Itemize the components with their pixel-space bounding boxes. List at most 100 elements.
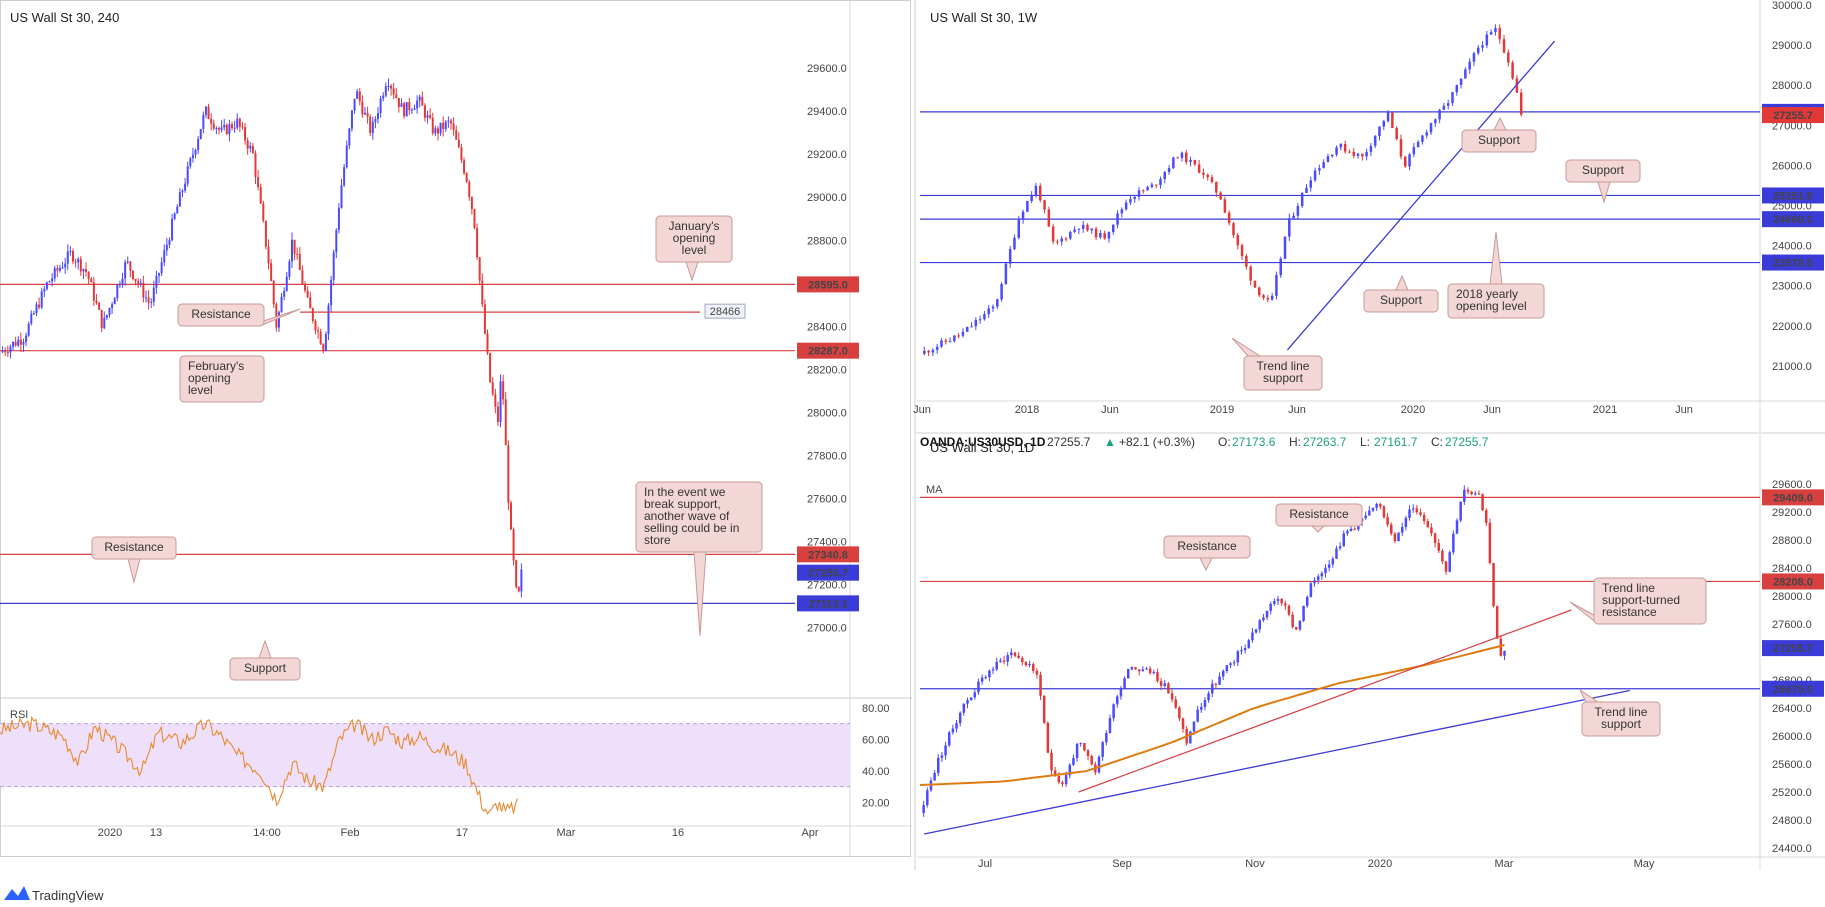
c3-annotation-trendline-resistance-text: support-turned [1602,593,1680,607]
c1-annotation-support-pointer [258,639,272,659]
c1-candle-body [455,129,458,140]
c1-candle-body [512,529,515,561]
c3-candle-body [1437,542,1440,551]
c1-annotation-support: Support [229,639,301,681]
c3-candle-body [1053,770,1057,777]
c3-candle-body [1178,707,1181,719]
c3-candle-body [1327,564,1331,568]
rsi-tick: 60.00 [862,734,890,746]
c3-annotation-resistance-2-box [1163,535,1251,559]
c3-candle-body [1101,742,1104,757]
c3-candle-body [1010,652,1013,656]
c1-candle-body [251,145,254,154]
c3-price-tag [1762,640,1824,657]
c3-candle-body [1116,696,1119,705]
c2-ytick: 21000.0 [1772,361,1812,373]
c3-candle-body [955,723,958,729]
c3-candle-body [1452,533,1455,553]
c3-candle-body [1021,657,1024,663]
c1-ytick: 28400.0 [807,321,847,333]
c1-candle-body [92,282,95,301]
c1-candle-body [108,307,111,316]
c3-candle-body [1368,510,1371,516]
c2-candle-body [1270,295,1274,300]
c2-candle-body [1446,103,1450,106]
c3-candle-body [1042,695,1046,723]
c1-candle-body [27,323,30,336]
c2-candle-body [1348,151,1351,153]
c1-ytick: 27800.0 [807,451,847,463]
c3-candle-body [1346,531,1349,534]
c2-candle-body [1455,85,1459,93]
c1-candle-body [126,261,129,263]
c3-candle-body [1404,517,1408,528]
c2-candle-body [1103,233,1106,239]
c3-annotation-trendline-support-text: support [1601,717,1642,731]
c3-candle-body [1375,503,1378,508]
c3-candle-body [1309,583,1313,598]
c2-candle-body [1081,224,1085,229]
c2-candle-body [1142,190,1145,192]
c3-candle-body [1097,756,1101,773]
c1-candle-body [363,112,366,115]
c3-candle-body [1159,681,1163,686]
c2-annotation-2018-opening-pointer [1489,231,1503,285]
c1-candle-body [118,284,121,286]
c3-candle-body [947,732,951,746]
c1-candle-body [306,290,309,298]
c2-candle-body [1429,123,1433,133]
c3-annotation-resistance-1: Resistance [1275,503,1363,533]
c3-candle-body [991,669,995,671]
c2-candle-body [1257,287,1261,296]
c1-candle-body [423,105,426,118]
c1-candle-body [483,304,486,334]
c2-candle-body [1056,241,1059,243]
c3-candle-body [1126,669,1130,679]
c1-candle-body [262,203,265,221]
c3-candle-body [1415,508,1419,513]
c3-trendline-support [924,689,1630,835]
c3-ytick: 26000.0 [1772,731,1812,743]
c1-candle-body [35,304,38,314]
c3-candle-body [1474,493,1477,495]
c2-xtick: Jun [913,404,931,416]
c3-candle-body [1090,755,1093,765]
c3-candle-body [1262,617,1265,621]
c1-candle-body [100,309,103,329]
c2-candle-body [1146,187,1149,191]
c3-candle-body [1313,580,1316,584]
c1-candle-body [311,308,314,321]
c2-xtick: 2021 [1593,404,1617,416]
left-pane-frame [0,0,911,857]
c2-candle-body [1215,181,1218,193]
c2-level-tag [1762,187,1824,204]
c3-candle-body [1470,491,1473,495]
c2-candle-body [1219,192,1222,200]
c3-candle-body [977,681,980,693]
c1-candle-body [66,251,69,264]
c2-ytick: 22000.0 [1772,321,1812,333]
c1-annotation-resistance-top-text: Resistance [191,307,251,321]
c1-ytick: 28000.0 [807,407,847,419]
c1-annotation-february-text: February's [188,359,244,373]
c2-xtick: Jun [1483,404,1501,416]
c2-candle-body [931,349,935,353]
c1-candle-body [150,301,153,303]
c2-candle-body [1120,209,1124,214]
c3-level-label: 28208.0 [1773,576,1813,588]
c1-candle-body [272,280,275,305]
c1-candle-body [283,290,286,297]
c2-xtick: 2019 [1210,404,1234,416]
rsi-line [0,715,519,816]
c1-candle-body [267,246,270,264]
c1-candle-body [77,258,80,263]
c3-xtick: Jul [978,858,992,870]
c1-candle-body [64,263,67,268]
c2-candle-body [1017,219,1021,238]
c2-candle-body [1124,202,1128,210]
c1-candle-body [426,115,429,118]
c3-candle-body [999,660,1002,662]
